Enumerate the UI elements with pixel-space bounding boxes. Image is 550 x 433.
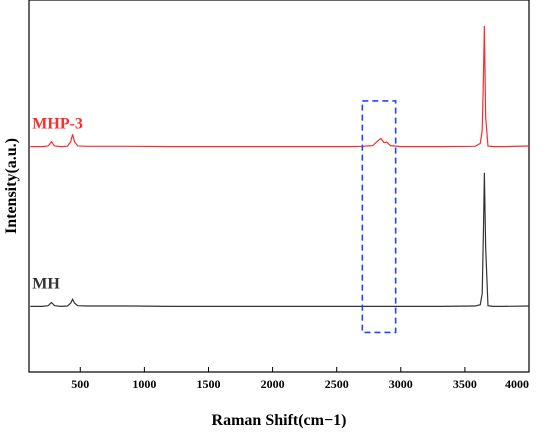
x-axis-tick-labels: 500 1000 1500 2000 2500 3000 3500 4000 (71, 377, 529, 391)
x-tick-label: 3000 (389, 377, 413, 391)
y-axis-title: Intensity(a.u.) (3, 138, 20, 234)
x-tick-label: 1000 (132, 377, 156, 391)
x-tick-label: 2500 (325, 377, 349, 391)
x-axis-ticks (79, 367, 530, 372)
plot-area (28, 0, 530, 373)
x-tick-label: 2000 (261, 377, 285, 391)
x-tick-label: 1500 (196, 377, 220, 391)
x-tick-label: 3500 (453, 377, 477, 391)
series-label-mh: MH (32, 275, 60, 292)
series-line-mhp-3 (30, 25, 530, 148)
series-labels: MHP-3 MH (32, 116, 83, 293)
highlight-box (361, 100, 397, 334)
x-tick-label: 4000 (505, 377, 529, 391)
x-tick-label: 500 (71, 377, 89, 391)
x-axis-title: Raman Shift(cm−1) (212, 412, 347, 429)
series-line-mh (30, 172, 530, 307)
series-lines (30, 25, 530, 307)
series-label-mhp-3: MHP-3 (32, 116, 83, 133)
